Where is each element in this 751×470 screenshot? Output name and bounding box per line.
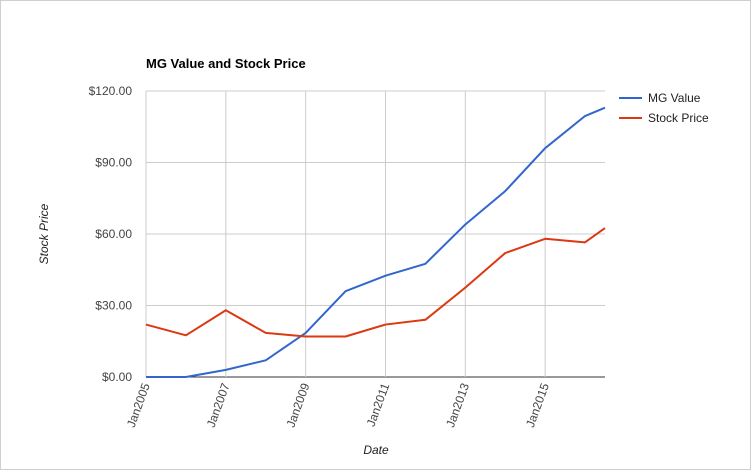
y-axis-ticks: $0.00 $30.00 $60.00 $90.00 $120.00 (89, 84, 133, 384)
x-tick-label: Jan2011 (364, 381, 393, 429)
legend: MG Value Stock Price (619, 91, 709, 125)
x-tick-label: Jan2005 (124, 381, 153, 429)
legend-label: MG Value (648, 91, 701, 105)
x-tick-label: Jan2007 (204, 381, 233, 429)
grid (145, 90, 605, 378)
y-tick-label: $90.00 (95, 156, 132, 170)
y-tick-label: $120.00 (89, 84, 133, 98)
y-tick-label: $0.00 (102, 370, 132, 384)
x-axis-label: Date (363, 443, 389, 457)
x-tick-label: Jan2009 (284, 381, 313, 429)
x-axis-ticks: Jan2005 Jan2007 Jan2009 Jan2011 Jan2013 Jan20… (124, 381, 552, 429)
y-tick-label: $30.00 (95, 299, 132, 313)
y-axis-label: Stock Price (37, 203, 51, 264)
x-tick-label: Jan2015 (523, 381, 552, 429)
x-tick-label: Jan2013 (443, 381, 472, 429)
chart-title: MG Value and Stock Price (146, 56, 306, 71)
legend-label: Stock Price (648, 111, 709, 125)
series-lines (145, 106, 606, 378)
series-line-1 (145, 227, 606, 338)
series-line-0 (146, 106, 606, 378)
y-tick-label: $60.00 (95, 227, 132, 241)
